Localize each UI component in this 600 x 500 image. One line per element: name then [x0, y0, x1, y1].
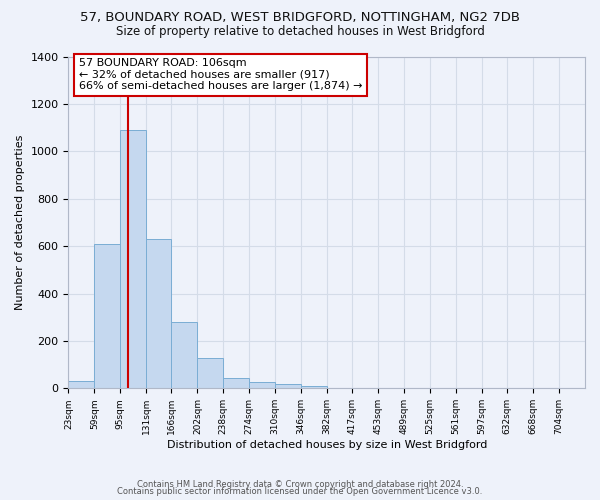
- Bar: [146, 239, 172, 388]
- Bar: [120, 130, 146, 388]
- Bar: [172, 322, 197, 388]
- Bar: [68, 381, 94, 388]
- Y-axis label: Number of detached properties: Number of detached properties: [15, 134, 25, 310]
- Bar: [249, 382, 275, 388]
- Text: Contains HM Land Registry data © Crown copyright and database right 2024.: Contains HM Land Registry data © Crown c…: [137, 480, 463, 489]
- Bar: [275, 384, 301, 388]
- X-axis label: Distribution of detached houses by size in West Bridgford: Distribution of detached houses by size …: [167, 440, 487, 450]
- Bar: [223, 378, 249, 388]
- Text: Contains public sector information licensed under the Open Government Licence v3: Contains public sector information licen…: [118, 487, 482, 496]
- Text: 57, BOUNDARY ROAD, WEST BRIDGFORD, NOTTINGHAM, NG2 7DB: 57, BOUNDARY ROAD, WEST BRIDGFORD, NOTTI…: [80, 11, 520, 24]
- Text: 57 BOUNDARY ROAD: 106sqm
← 32% of detached houses are smaller (917)
66% of semi-: 57 BOUNDARY ROAD: 106sqm ← 32% of detach…: [79, 58, 362, 92]
- Bar: [301, 386, 327, 388]
- Bar: [94, 244, 120, 388]
- Bar: [197, 358, 223, 388]
- Text: Size of property relative to detached houses in West Bridgford: Size of property relative to detached ho…: [116, 25, 484, 38]
